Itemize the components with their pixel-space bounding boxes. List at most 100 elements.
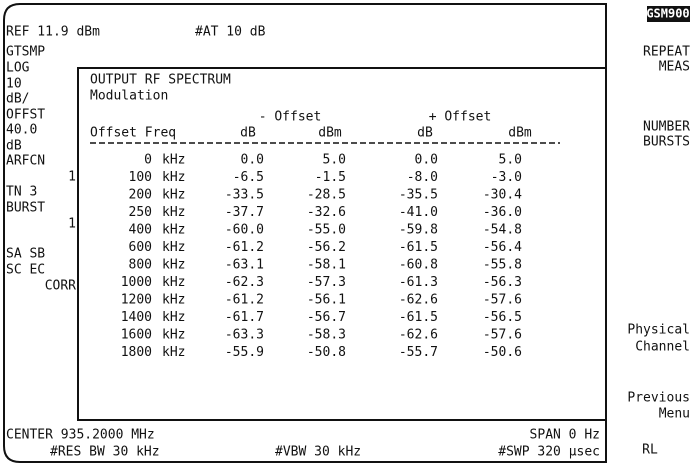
table-cell: 800	[129, 258, 152, 273]
table-cell: -37.7	[225, 205, 264, 220]
table-cell: -56.5	[483, 310, 522, 325]
table-cell: kHz	[162, 275, 185, 290]
table-cell: -56.7	[307, 310, 346, 325]
table-cell: -56.4	[483, 240, 522, 255]
table-cell: -62.3	[225, 275, 264, 290]
table-cell: -58.1	[307, 258, 346, 273]
table-cell: -61.7	[225, 310, 264, 325]
table-cell: -60.8	[399, 258, 438, 273]
table-cell: 600	[129, 240, 152, 255]
table-cell: kHz	[162, 170, 185, 185]
table-cell: -55.7	[399, 345, 438, 360]
table-cell: 400	[129, 223, 152, 238]
annotation: ARFCN	[6, 154, 45, 169]
annotation: LOG	[6, 61, 30, 76]
column-header: dB	[417, 126, 433, 141]
group-header: + Offset	[429, 110, 492, 125]
mode-label: GSM900	[646, 7, 689, 21]
softkey-label[interactable]: REPEAT	[643, 45, 690, 60]
annotation: 1	[68, 217, 76, 232]
table-cell: -57.6	[483, 328, 522, 343]
softkey-label[interactable]: Channel	[635, 340, 690, 355]
softkey-label[interactable]: Previous	[627, 391, 690, 406]
table-cell: 1600	[121, 328, 152, 343]
mode-badge	[647, 6, 690, 22]
column-header: dB	[240, 126, 256, 141]
span: SPAN 0 Hz	[530, 428, 600, 443]
table-cell: kHz	[162, 188, 185, 203]
softkey-label[interactable]: NUMBER	[643, 120, 690, 135]
panel-border	[77, 67, 606, 421]
table-cell: kHz	[162, 240, 185, 255]
table-cell: 250	[129, 205, 152, 220]
group-header: - Offset	[259, 110, 322, 125]
table-cell: -61.5	[399, 310, 438, 325]
table-cell: 200	[129, 188, 152, 203]
table-cell: kHz	[162, 205, 185, 220]
softkey-label[interactable]: Physical	[627, 323, 690, 338]
video-bw: #VBW 30 kHz	[275, 445, 361, 460]
panel-title: OUTPUT RF SPECTRUM	[90, 73, 231, 88]
annotation: GTSMP	[6, 45, 45, 60]
annotation: SA SB	[6, 247, 45, 262]
table-cell: -35.5	[399, 188, 438, 203]
table-cell: 0	[144, 153, 152, 168]
table-cell: -61.3	[399, 275, 438, 290]
column-header: dBm	[508, 126, 532, 141]
annotation: CORR	[45, 279, 76, 294]
table-cell: kHz	[162, 310, 185, 325]
table-cell: -63.1	[225, 258, 264, 273]
table-cell: -50.8	[307, 345, 346, 360]
res-bw: #RES BW 30 kHz	[50, 445, 160, 460]
attenuation: #AT 10 dB	[195, 25, 266, 40]
table-cell: -1.5	[315, 170, 346, 185]
table-cell: kHz	[162, 153, 185, 168]
table-cell: 1000	[121, 275, 152, 290]
softkey-label[interactable]: Menu	[659, 407, 690, 422]
table-cell: -56.1	[307, 293, 346, 308]
table-cell: -32.6	[307, 205, 346, 220]
table-cell: 0.0	[415, 153, 438, 168]
table-cell: -6.5	[233, 170, 264, 185]
table-cell: kHz	[162, 258, 185, 273]
ref-level: REF 11.9 dBm	[6, 25, 100, 40]
softkey-label[interactable]: MEAS	[659, 60, 690, 75]
table-cell: kHz	[162, 223, 185, 238]
table-cell: kHz	[162, 328, 185, 343]
sweep-time: #SWP 320 µsec	[498, 445, 600, 460]
table-cell: 1800	[121, 345, 152, 360]
annotation: dB	[6, 139, 22, 154]
annotation: 1	[68, 170, 76, 185]
table-cell: 5.0	[499, 153, 522, 168]
table-cell: -61.2	[225, 240, 264, 255]
table-cell: -56.2	[307, 240, 346, 255]
table-cell: kHz	[162, 293, 185, 308]
table-cell: 0.0	[241, 153, 264, 168]
table-cell: kHz	[162, 345, 185, 360]
table-cell: -62.6	[399, 293, 438, 308]
table-cell: -33.5	[225, 188, 264, 203]
table-cell: -61.5	[399, 240, 438, 255]
table-cell: -50.6	[483, 345, 522, 360]
screen-border	[3, 3, 607, 463]
softkey-label[interactable]: BURSTS	[643, 135, 690, 150]
table-cell: -63.3	[225, 328, 264, 343]
table-cell: -28.5	[307, 188, 346, 203]
table-cell: -60.0	[225, 223, 264, 238]
table-cell: 5.0	[323, 153, 346, 168]
table-cell: -57.3	[307, 275, 346, 290]
table-cell: -41.0	[399, 205, 438, 220]
annotation: SC EC	[6, 263, 45, 278]
softkey-label[interactable]: RL	[642, 443, 658, 458]
table-cell: -55.8	[483, 258, 522, 273]
annotation: 10	[6, 77, 22, 92]
column-header: Offset Freq	[90, 126, 176, 141]
table-cell: 1200	[121, 293, 152, 308]
column-header: dBm	[318, 126, 342, 141]
table-cell: -30.4	[483, 188, 522, 203]
table-cell: -58.3	[307, 328, 346, 343]
panel-subtitle: Modulation	[90, 89, 168, 104]
annotation: OFFST	[6, 108, 45, 123]
annotation: 40.0	[6, 123, 37, 138]
